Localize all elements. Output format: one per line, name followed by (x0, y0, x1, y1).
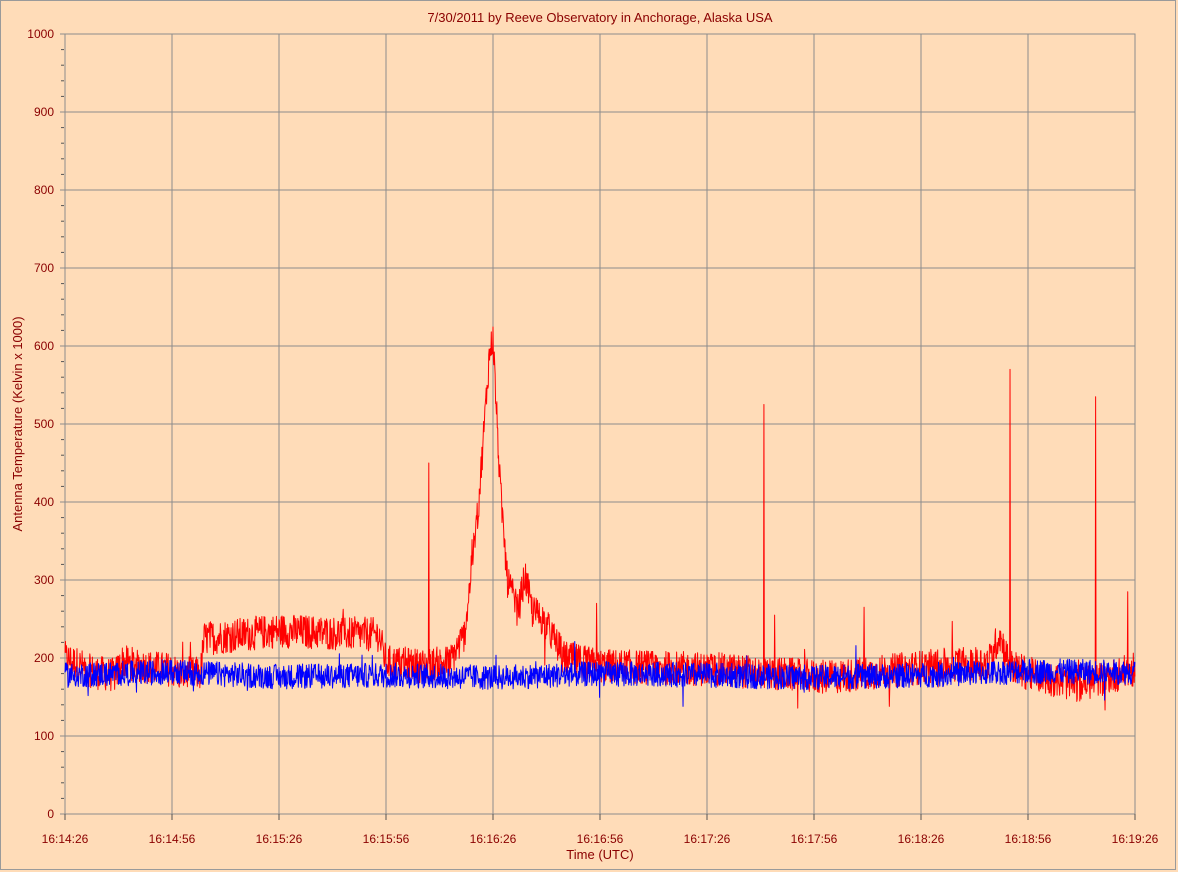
x-tick-label: 16:17:26 (684, 832, 731, 846)
chart-title: 7/30/2011 by Reeve Observatory in Anchor… (427, 10, 773, 25)
x-tick-label: 16:14:26 (42, 832, 89, 846)
x-tick-label: 16:15:26 (256, 832, 303, 846)
y-tick-label: 1000 (27, 27, 54, 41)
x-tick-label: 16:16:26 (470, 832, 517, 846)
y-tick-label: 400 (34, 495, 54, 509)
y-tick-label: 600 (34, 339, 54, 353)
x-tick-labels: 16:14:26 16:14:56 16:15:26 16:15:56 16:16:26… (42, 832, 1159, 846)
x-tick-label: 16:16:56 (577, 832, 624, 846)
y-axis-label: Antenna Temperature (Kelvin x 1000) (10, 316, 25, 531)
series-line-1 (64, 641, 1136, 707)
x-tick-label: 16:19:26 (1112, 832, 1159, 846)
series-line-0 (64, 326, 1136, 711)
x-tick-label: 16:15:56 (363, 832, 410, 846)
y-minor-ticks (61, 49, 64, 799)
x-axis-label: Time (UTC) (566, 847, 633, 862)
y-tick-label: 300 (34, 573, 54, 587)
y-tick-label: 200 (34, 651, 54, 665)
y-tick-label: 800 (34, 183, 54, 197)
x-tick-label: 16:18:26 (898, 832, 945, 846)
y-tick-label: 900 (34, 105, 54, 119)
x-tick-label: 16:14:56 (149, 832, 196, 846)
x-tick-label: 16:17:56 (791, 832, 838, 846)
y-tick-label: 100 (34, 729, 54, 743)
y-tick-label: 700 (34, 261, 54, 275)
y-tick-labels: 0 100 200 300 400 500 600 700 800 900 1000 (27, 27, 54, 821)
grid-lines (60, 33, 1136, 820)
y-tick-label: 0 (47, 807, 54, 821)
y-tick-label: 500 (34, 417, 54, 431)
series-layer (64, 326, 1136, 711)
x-tick-label: 16:18:56 (1005, 832, 1052, 846)
